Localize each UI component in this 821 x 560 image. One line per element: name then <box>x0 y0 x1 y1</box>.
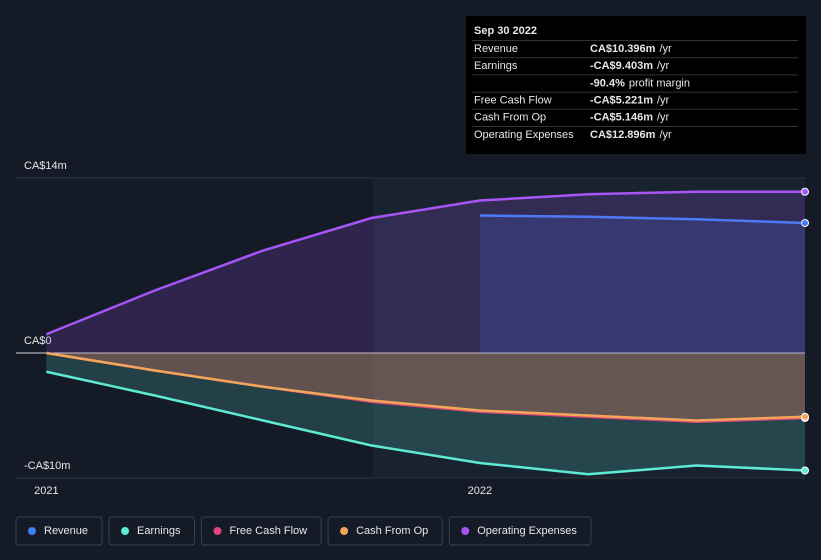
series-line <box>479 214 806 225</box>
y-tick-label: CA$0 <box>24 335 52 347</box>
tooltip-label: Revenue <box>474 43 518 55</box>
tooltip-value: -90.4% <box>590 77 625 89</box>
x-tick-label: 2022 <box>468 485 492 497</box>
legend-button[interactable] <box>15 516 103 546</box>
highlight-region <box>373 178 805 478</box>
legend-swatch <box>340 527 349 535</box>
tooltip-label: Operating Expenses <box>474 129 574 141</box>
legend-button[interactable] <box>108 516 195 546</box>
series-line <box>45 190 805 336</box>
tooltip-unit: /yr <box>657 95 670 107</box>
legend-swatch <box>121 527 130 535</box>
tooltip-value: CA$12.896m <box>590 129 656 141</box>
tooltip-value: CA$10.396m <box>590 43 656 55</box>
tooltip-label: Cash From Op <box>474 112 546 124</box>
legend-button[interactable] <box>200 516 322 546</box>
tooltip-value: -CA$9.403m <box>590 60 653 72</box>
area <box>46 353 806 421</box>
end-point <box>801 466 809 475</box>
tooltip-value: -CA$5.146m <box>590 112 653 124</box>
legend-button[interactable] <box>448 516 592 546</box>
tooltip-box <box>466 16 806 154</box>
legend-label[interactable]: Operating Expenses <box>477 525 577 537</box>
tooltip-label: Free Cash Flow <box>474 95 552 107</box>
legend-button[interactable] <box>327 516 443 546</box>
area <box>46 191 806 353</box>
legend-label[interactable]: Cash From Op <box>356 525 428 537</box>
series-line <box>46 370 806 476</box>
end-point <box>801 219 809 227</box>
legend-swatch <box>213 527 222 535</box>
area <box>479 215 805 353</box>
y-tick-label: -CA$10m <box>24 460 70 472</box>
tooltip-unit: /yr <box>659 129 672 141</box>
legend-item[interactable]: Cash From Op <box>327 516 443 546</box>
end-point <box>801 187 809 196</box>
series-line <box>46 351 806 422</box>
legend-swatch <box>461 527 470 535</box>
tooltip-unit: /yr <box>657 60 670 72</box>
tooltip-unit: /yr <box>659 43 672 55</box>
legend-label[interactable]: Revenue <box>44 525 88 537</box>
tooltip-value: -CA$5.221m <box>590 95 653 107</box>
tooltip-label: Earnings <box>474 60 518 72</box>
legend-item[interactable]: Earnings <box>108 516 195 546</box>
legend-swatch <box>28 527 36 535</box>
area <box>46 353 806 422</box>
x-tick-label: 2021 <box>34 485 58 497</box>
legend-item[interactable]: Operating Expenses <box>448 516 592 546</box>
y-tick-label: CA$14m <box>24 160 67 172</box>
legend-item[interactable]: Free Cash Flow <box>200 516 322 546</box>
tooltip-unit: profit margin <box>629 77 690 89</box>
tooltip-date: Sep 30 2022 <box>474 25 537 37</box>
end-point <box>801 412 809 421</box>
legend-label[interactable]: Free Cash Flow <box>229 525 307 537</box>
legend-label[interactable]: Earnings <box>137 525 181 537</box>
tooltip-unit: /yr <box>657 112 670 124</box>
legend-item[interactable]: Revenue <box>15 516 103 546</box>
